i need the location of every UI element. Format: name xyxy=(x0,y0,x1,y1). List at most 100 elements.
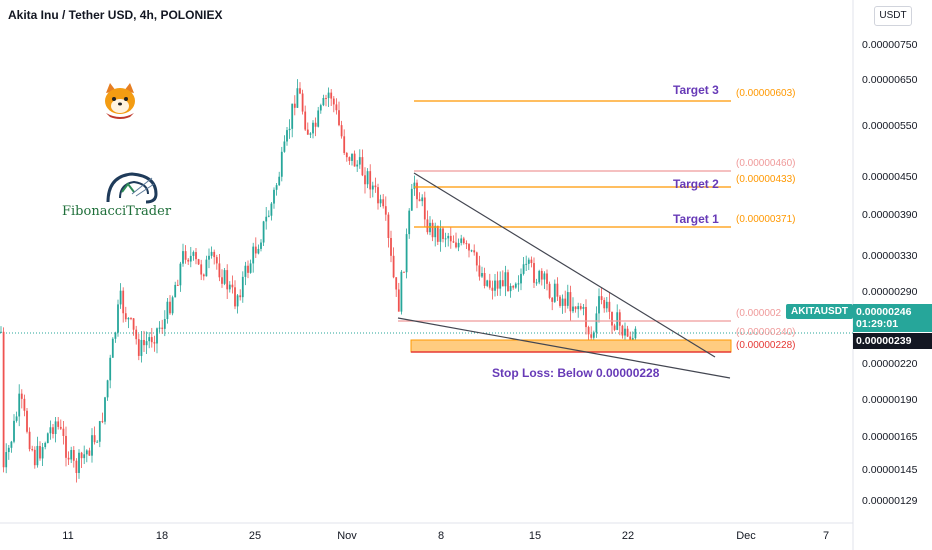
price-tick: 0.00000190 xyxy=(862,394,918,406)
candle-body xyxy=(634,328,637,339)
candle-body xyxy=(462,238,465,244)
candle-body xyxy=(574,306,577,310)
candle-body xyxy=(124,313,127,320)
price-tick: 0.00000290 xyxy=(862,286,918,298)
candle-body xyxy=(457,242,460,248)
candle-body xyxy=(418,199,421,202)
candle-body xyxy=(600,296,603,301)
candle-body xyxy=(395,277,398,290)
candle-body xyxy=(187,259,190,262)
candle-body xyxy=(293,103,296,108)
upper-trendline[interactable] xyxy=(413,172,716,358)
candle-body xyxy=(512,285,515,288)
candle-body xyxy=(195,252,197,260)
price-tick: 0.00000145 xyxy=(862,464,918,476)
candle-body xyxy=(127,317,130,320)
price-tick: 0.00000129 xyxy=(862,495,918,507)
candle-body xyxy=(364,175,366,185)
candle-body xyxy=(517,283,520,285)
candle-body xyxy=(317,110,320,127)
level460-value: (0.00000460) xyxy=(736,158,796,169)
candle-body xyxy=(36,445,39,466)
candle-body xyxy=(585,307,587,328)
candle-body xyxy=(470,250,473,252)
candle-body xyxy=(221,277,223,284)
candle-body xyxy=(184,251,187,260)
candle-body xyxy=(369,171,372,190)
candle-body xyxy=(156,328,158,344)
candle-body xyxy=(496,280,499,289)
candle-body xyxy=(213,251,216,258)
candle-body xyxy=(335,104,338,111)
candle-body xyxy=(486,280,489,286)
candle-body xyxy=(252,246,255,264)
candle-body xyxy=(579,306,582,309)
candle-body xyxy=(564,298,567,306)
lower-trendline[interactable] xyxy=(397,317,731,379)
candle-body xyxy=(192,252,195,256)
time-tick: 7 xyxy=(822,530,830,542)
time-tick: 11 xyxy=(62,530,74,542)
candle-body xyxy=(309,133,312,135)
candle-body xyxy=(70,450,73,460)
price-tick: 0.00000330 xyxy=(862,250,918,262)
candle-body xyxy=(434,225,437,238)
candle-body xyxy=(598,296,600,314)
candle-body xyxy=(254,246,257,254)
candle-body xyxy=(356,164,359,167)
candle-body xyxy=(605,301,608,309)
candle-body xyxy=(54,421,57,435)
candle-body xyxy=(449,235,452,242)
candle-body xyxy=(171,297,174,314)
candle-body xyxy=(306,129,309,135)
candle-body xyxy=(590,334,593,338)
candle-body xyxy=(421,197,424,202)
currency-button[interactable]: USDT xyxy=(874,6,912,26)
candle-body xyxy=(330,92,333,99)
candle-body xyxy=(15,416,18,421)
candle-body xyxy=(122,290,125,314)
candle-body xyxy=(49,427,52,434)
candle-body xyxy=(569,292,572,312)
candle-body xyxy=(283,141,286,152)
candle-body xyxy=(7,447,10,453)
candle-body xyxy=(426,219,429,233)
candle-body xyxy=(371,185,374,190)
candle-body xyxy=(397,289,400,312)
candle-body xyxy=(23,398,26,411)
candle-body xyxy=(239,295,242,298)
candle-body xyxy=(174,284,177,298)
candle-body xyxy=(556,283,559,297)
price-tick: 0.00000390 xyxy=(862,209,918,221)
candle-body xyxy=(169,301,171,314)
candle-body xyxy=(111,338,114,358)
candle-body xyxy=(304,111,307,130)
target2-value: (0.00000433) xyxy=(736,174,796,185)
price-tick: 0.00000220 xyxy=(862,358,918,370)
candle-body xyxy=(62,428,65,436)
candle-body xyxy=(78,452,80,473)
candle-body xyxy=(603,300,606,309)
candle-body xyxy=(527,259,530,264)
candle-body xyxy=(52,427,54,435)
candle-body xyxy=(72,450,75,461)
candle-body xyxy=(46,433,49,443)
price-tick: 0.00000650 xyxy=(862,74,918,86)
candle-body xyxy=(530,259,533,264)
candle-body xyxy=(322,97,325,106)
candle-body xyxy=(130,317,132,319)
candle-body xyxy=(13,420,15,442)
candle-body xyxy=(374,185,377,188)
candle-body xyxy=(262,221,265,243)
candle-body xyxy=(182,251,184,264)
candle-body xyxy=(444,238,447,240)
last-price-value: 0.00000246 xyxy=(856,306,912,318)
candle-body xyxy=(106,380,109,398)
candle-body xyxy=(587,327,590,335)
candle-body xyxy=(332,98,335,105)
candle-body xyxy=(75,460,78,473)
candle-body xyxy=(158,327,161,329)
candle-body xyxy=(582,307,585,309)
candle-body xyxy=(499,280,502,289)
